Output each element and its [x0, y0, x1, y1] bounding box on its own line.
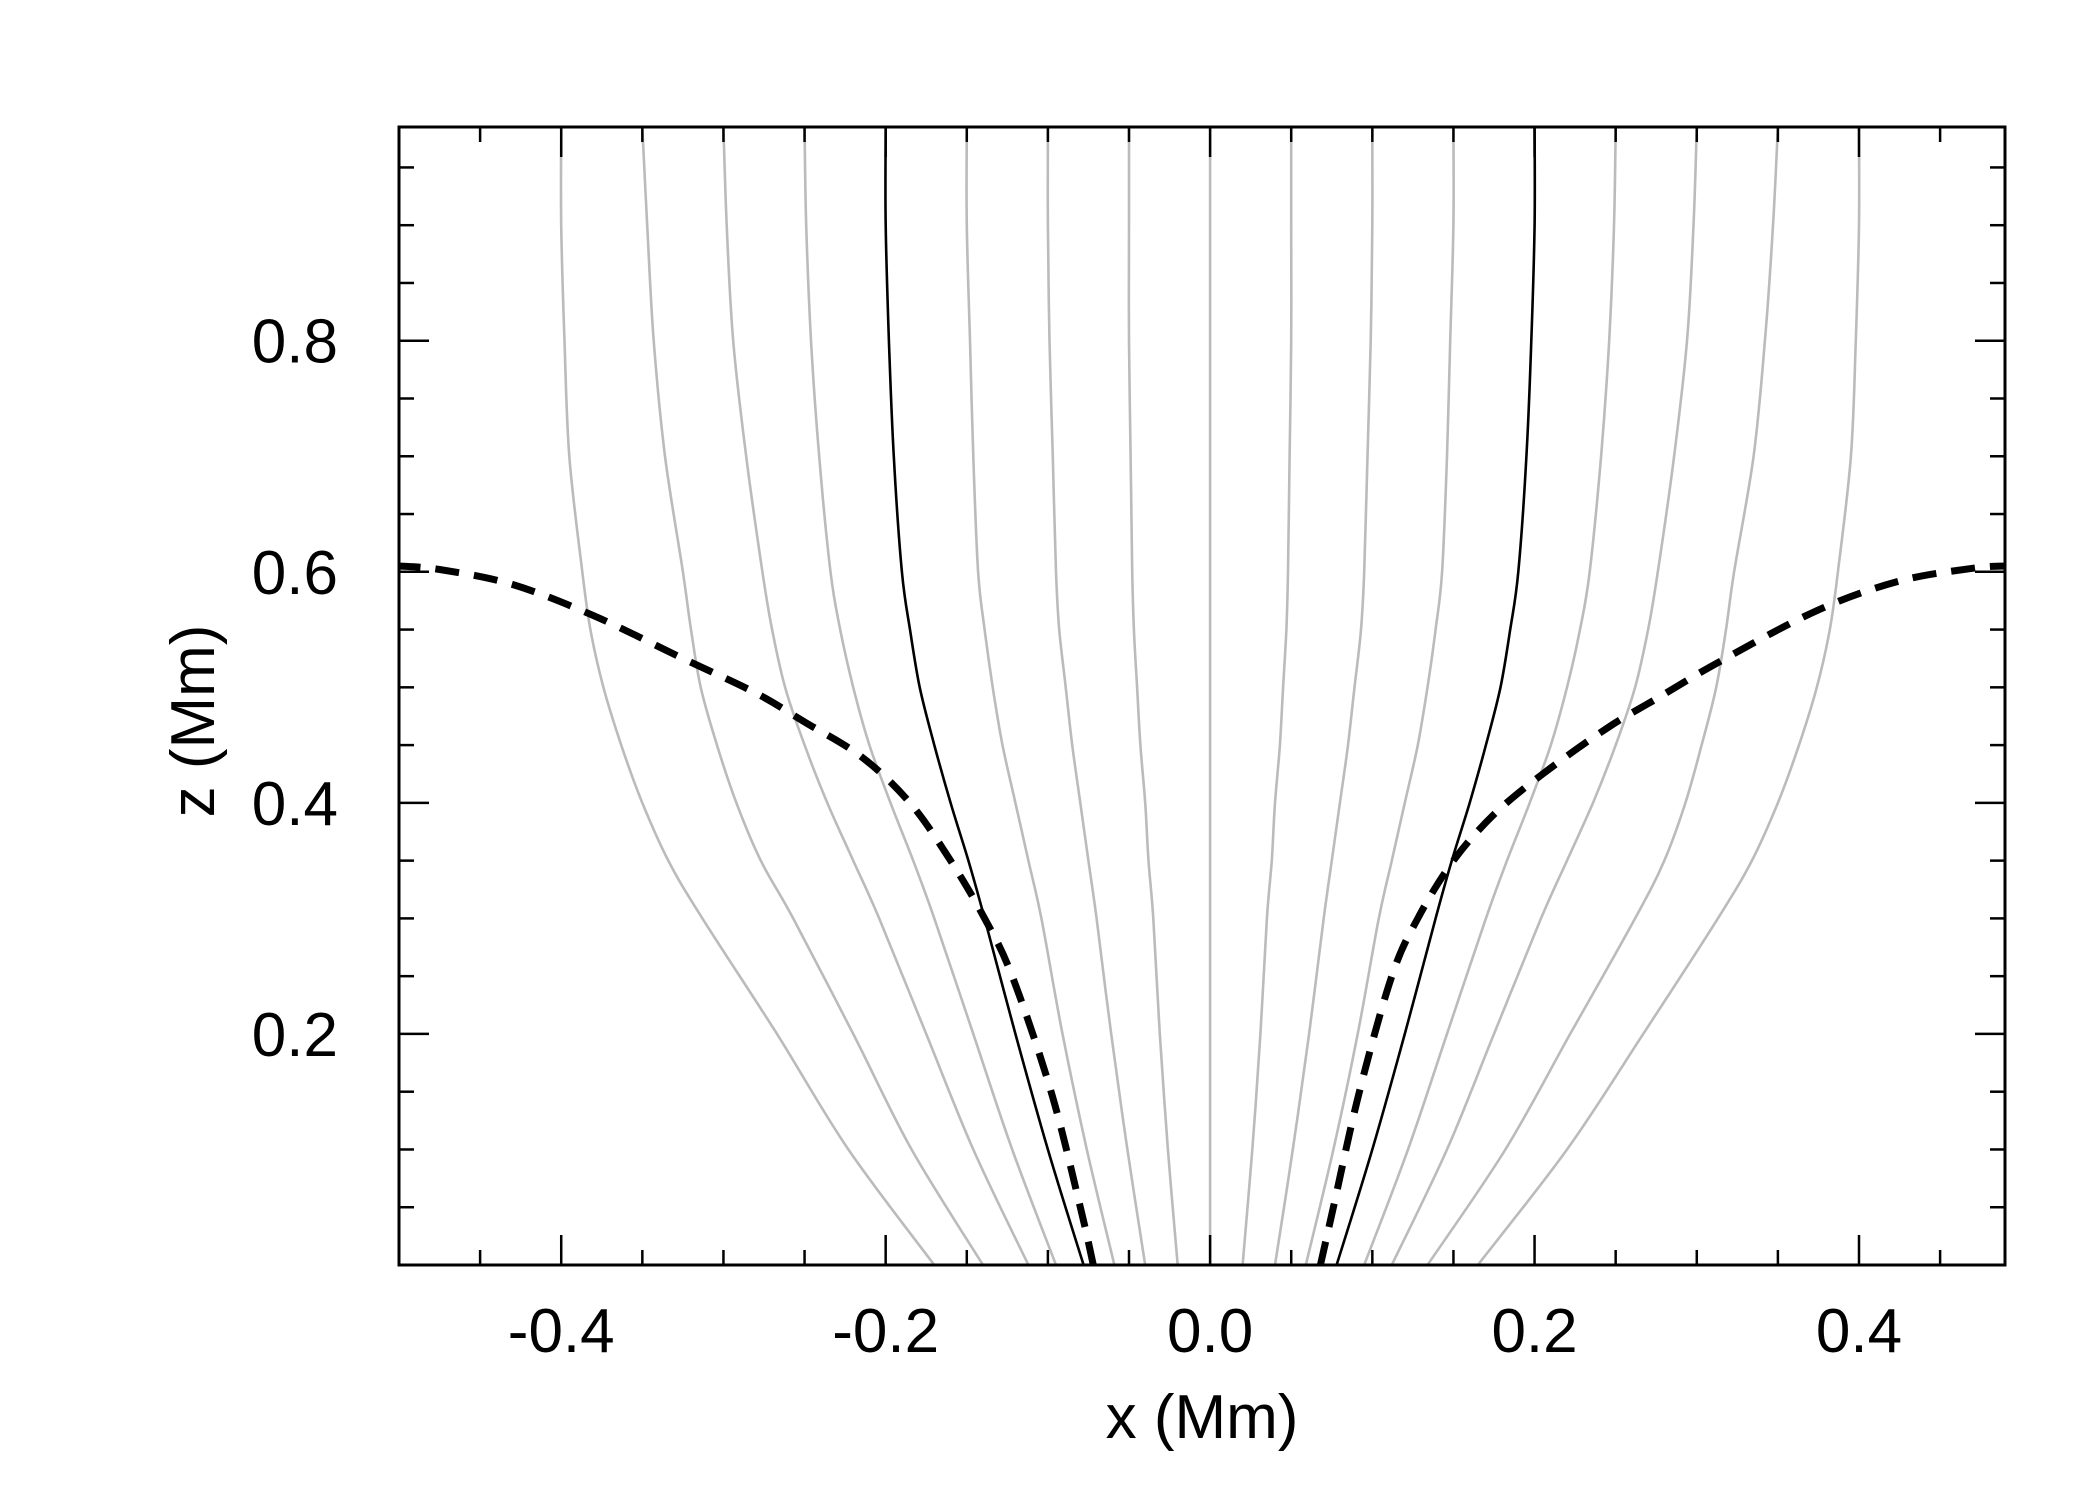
field-line-2	[641, 126, 985, 1266]
x-axis-title: x (Mm)	[1106, 1383, 1299, 1452]
field-lines	[559, 126, 1861, 1266]
field-line-4	[803, 126, 1058, 1266]
field-line-6	[965, 126, 1116, 1266]
field-line-12	[1304, 126, 1455, 1266]
plot-frame	[397, 125, 2007, 1267]
x-tick-label: 0.2	[1491, 1297, 1577, 1366]
y-tick-label: 0.6	[252, 539, 338, 608]
field-line-15	[1390, 126, 1699, 1266]
boundary-curve-left	[398, 562, 1097, 1266]
x-tick-label: 0.0	[1167, 1297, 1253, 1366]
x-tick-label: -0.4	[508, 1297, 615, 1366]
field-line-8	[1127, 127, 1179, 1266]
field-line-1	[559, 126, 936, 1266]
x-tick-labels: -0.4 -0.2 0.0 0.2 0.4	[508, 1297, 1902, 1366]
boundary-curve-right	[1316, 562, 2006, 1266]
field-line-13	[1335, 126, 1537, 1266]
field-line-5	[884, 126, 1085, 1266]
boundary-curves	[398, 562, 2006, 1266]
field-line-11	[1273, 126, 1374, 1266]
y-tick-label: 0.4	[252, 770, 338, 839]
y-tick-label: 0.8	[252, 308, 338, 377]
field-line-7	[1046, 126, 1147, 1266]
axis-ticks	[397, 127, 2005, 1265]
x-tick-label: -0.2	[832, 1297, 939, 1366]
y-tick-labels: 0.2 0.4 0.6 0.8	[252, 308, 338, 1070]
x-tick-label: 0.4	[1816, 1297, 1902, 1366]
field-line-16	[1426, 126, 1780, 1266]
field-line-10	[1241, 127, 1293, 1266]
field-line-14	[1362, 126, 1617, 1266]
y-axis-title: z (Mm)	[159, 625, 228, 818]
y-tick-label: 0.2	[252, 1001, 338, 1070]
field-line-17	[1476, 126, 1861, 1266]
